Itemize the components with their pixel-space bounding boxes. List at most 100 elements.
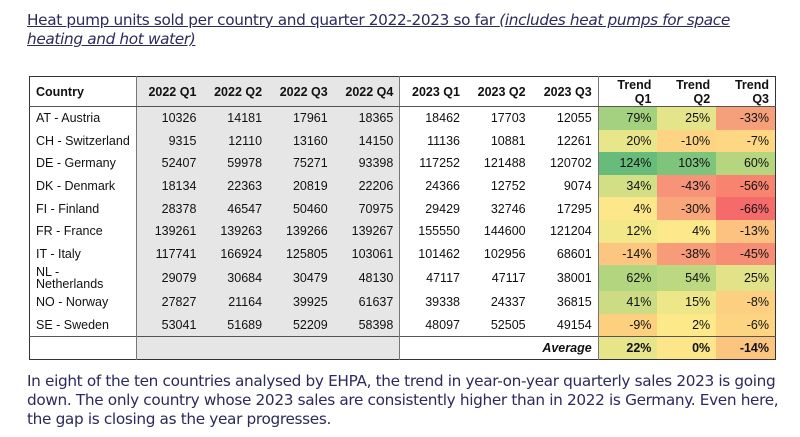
trend-q3: -7% (716, 129, 776, 153)
header-2022-q4: 2022 Q4 (333, 76, 401, 107)
sales-2022-q1: 27827 (136, 291, 203, 314)
table-row: IT - Italy 117741 166924 125805 103061 101462… (29, 242, 776, 266)
sales-2023-q3: 68601 (531, 242, 599, 266)
average-empty-2022 (136, 336, 203, 360)
sales-2023-q1: 18462 (425, 111, 460, 126)
sales-2022-q1: 117741 (136, 242, 203, 266)
average-empty-2022 (268, 336, 334, 360)
sales-2023-q3: 36815 (531, 291, 599, 314)
country-cell: FR - France (29, 219, 137, 243)
header-2023-q1: 2023 Q1 (399, 76, 466, 107)
sales-2022-q1: 29079 (136, 265, 203, 292)
trend-q2: -43% (657, 174, 717, 198)
sales-2022-q4: 48130 (333, 265, 401, 292)
country-cell: DE - Germany (29, 152, 137, 175)
average-trend-q1: 22% (598, 336, 658, 360)
table-title-note: (includes heat pumps for space heating a… (27, 11, 730, 48)
sales-2022-q1: 10326 (136, 106, 203, 130)
trend-q1: 4% (598, 197, 658, 220)
sales-2023-q2: 12752 (490, 179, 526, 194)
table-title-main: Heat pump units sold per country and qua… (27, 11, 500, 29)
average-trend-q3: -14% (716, 336, 776, 360)
country-cell: NL - Netherlands (29, 265, 137, 292)
sales-2023-q1: 155550 (418, 224, 460, 239)
sales-2023-q3: 12261 (531, 129, 599, 153)
average-trend-q2: 0% (657, 336, 717, 360)
country-cell: AT - Austria (29, 106, 137, 130)
sales-2022-q1: 52407 (136, 152, 203, 175)
country-cell: SE - Sweden (29, 313, 137, 337)
header-trend-q1: Trend Q1 (598, 76, 658, 107)
sales-2023-q3: 49154 (531, 313, 599, 337)
trend-q2: -38% (657, 242, 717, 266)
sales-2022-q3: 13160 (268, 129, 334, 153)
sales-2022-q2: 21164 (202, 291, 269, 314)
trend-q3: -66% (716, 197, 776, 220)
sales-2023-q3: 120702 (531, 152, 599, 175)
sales-2022-q1: 53041 (136, 313, 203, 337)
sales-2023-q3: 9074 (531, 174, 599, 198)
header-2022-q3: 2022 Q3 (268, 76, 334, 107)
sales-2023-q1: 11136 (427, 133, 460, 148)
average-empty-2023 (465, 336, 532, 360)
average-empty-2022 (202, 336, 269, 360)
header-trend-q3-label: Trend Q3 (734, 77, 769, 106)
sales-2023-q1: 24366 (425, 179, 460, 194)
header-trend-q1-label: Trend Q1 (617, 77, 652, 106)
heat-pump-sales-table: Country 2022 Q1 2022 Q2 2022 Q3 2022 Q4 … (29, 76, 776, 361)
sales-2023-q2: 24337 (490, 295, 526, 310)
sales-2022-q3: 39925 (268, 291, 334, 314)
sales-2022-q2: 12110 (202, 129, 269, 153)
average-label: Average (531, 336, 599, 360)
trend-q3: -8% (716, 291, 776, 314)
trend-q2: 15% (657, 291, 717, 314)
trend-q2: -10% (657, 129, 717, 153)
sales-2023-q1: 48097 (425, 318, 460, 333)
sales-2022-q3: 75271 (268, 152, 334, 175)
trend-q3: -45% (716, 242, 776, 266)
header-trend-q2-label: Trend Q2 (676, 77, 711, 106)
sales-2022-q4: 103061 (333, 242, 401, 266)
sales-2022-q4: 70975 (333, 197, 401, 220)
sales-2022-q2: 22363 (202, 174, 269, 198)
average-empty-country (29, 336, 137, 360)
sales-2022-q2: 30684 (202, 265, 269, 292)
trend-q2: 103% (657, 152, 717, 175)
sales-2022-q4: 93398 (333, 152, 401, 175)
sales-2023-q3: 121204 (531, 219, 599, 243)
sales-2022-q4: 58398 (333, 313, 401, 337)
sales-2023-q2: 144600 (483, 224, 526, 239)
table-body: AT - Austria 10326 14181 17961 18365 18462 177… (29, 106, 776, 337)
average-row: Average 22% 0% -14% (29, 336, 776, 360)
average-empty-2023 (399, 336, 466, 360)
sales-2023-q1: 29429 (425, 201, 460, 216)
country-name: Netherlands (36, 277, 104, 292)
country-cell: FI - Finland (29, 197, 137, 220)
sales-2023-q3: 12055 (531, 106, 599, 130)
sales-2023-q2: 10881 (490, 133, 526, 148)
trend-q3: -13% (716, 219, 776, 243)
sales-2022-q1: 9315 (136, 129, 203, 153)
table-row: FI - Finland 28378 46547 50460 70975 29429 327… (29, 197, 776, 220)
sales-2022-q2: 14181 (202, 106, 269, 130)
country-cell: DK - Denmark (29, 174, 137, 198)
trend-q3: -56% (716, 174, 776, 198)
sales-2023-q1: 47117 (426, 271, 460, 286)
sales-2022-q1: 18134 (136, 174, 203, 198)
header-2023-q3: 2023 Q3 (531, 76, 599, 107)
country-code: NL - (36, 265, 60, 280)
trend-q3: -33% (716, 106, 776, 130)
country-cell: NO - Norway (29, 291, 137, 314)
sales-2022-q2: 166924 (202, 242, 269, 266)
trend-q2: 25% (657, 106, 717, 130)
trend-q1: 20% (598, 129, 658, 153)
trend-q1: 124% (598, 152, 658, 175)
sales-2023-q2: 47117 (491, 271, 526, 286)
sales-2023-q1: 101462 (418, 246, 460, 261)
table-title[interactable]: Heat pump units sold per country and qua… (27, 11, 767, 49)
table-row: SE - Sweden 53041 51689 52209 58398 48097 5250… (29, 313, 776, 337)
sales-2023-q2: 121488 (483, 156, 526, 171)
sales-2022-q3: 30479 (268, 265, 334, 292)
sales-2023-q1: 39338 (425, 295, 460, 310)
header-2022-q1: 2022 Q1 (136, 76, 203, 107)
